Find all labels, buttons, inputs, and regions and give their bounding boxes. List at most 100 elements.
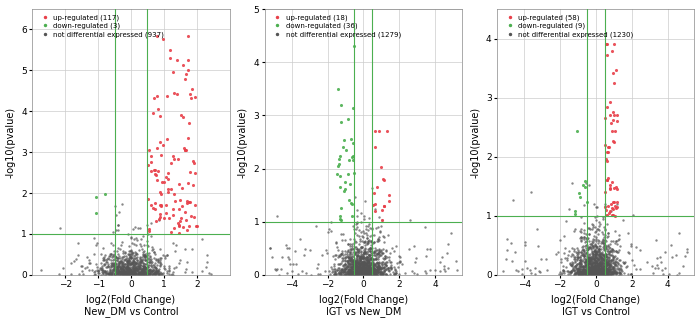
Point bbox=[122, 271, 134, 276]
Point bbox=[360, 272, 372, 277]
Point bbox=[114, 272, 125, 277]
Point bbox=[349, 251, 360, 256]
Point bbox=[605, 271, 616, 276]
Point bbox=[355, 248, 366, 253]
Point bbox=[351, 271, 363, 276]
Point bbox=[183, 33, 194, 38]
Point bbox=[106, 255, 117, 260]
Point bbox=[575, 253, 587, 258]
Point bbox=[356, 253, 368, 258]
Point bbox=[343, 271, 354, 276]
Point bbox=[586, 270, 597, 275]
Point bbox=[578, 270, 589, 276]
Point bbox=[139, 269, 150, 274]
Point bbox=[361, 249, 372, 255]
Point bbox=[587, 240, 598, 245]
Point bbox=[166, 271, 177, 276]
Point bbox=[370, 253, 381, 258]
Point bbox=[612, 249, 624, 255]
Point bbox=[126, 268, 137, 274]
Point bbox=[344, 250, 356, 255]
Point bbox=[623, 249, 634, 255]
Point bbox=[529, 272, 540, 277]
Point bbox=[118, 269, 129, 274]
Point bbox=[363, 216, 374, 221]
Point bbox=[146, 202, 157, 207]
Point bbox=[587, 256, 598, 261]
Point bbox=[367, 270, 378, 275]
Point bbox=[614, 236, 625, 241]
Point bbox=[139, 268, 150, 273]
Point bbox=[552, 250, 564, 255]
Point bbox=[595, 263, 606, 268]
Point bbox=[150, 271, 161, 276]
Point bbox=[363, 247, 374, 252]
Point bbox=[111, 264, 122, 269]
Point bbox=[106, 261, 118, 266]
Point bbox=[120, 258, 131, 263]
Point bbox=[139, 255, 150, 260]
Point bbox=[360, 269, 371, 274]
Point bbox=[304, 247, 316, 253]
Point bbox=[589, 264, 601, 269]
Point bbox=[376, 271, 387, 276]
Point bbox=[559, 246, 570, 251]
Point bbox=[379, 268, 390, 274]
Point bbox=[591, 267, 602, 272]
Point bbox=[148, 110, 159, 115]
Point bbox=[135, 271, 146, 276]
Point bbox=[595, 270, 606, 275]
Point bbox=[139, 262, 150, 267]
Point bbox=[605, 208, 616, 213]
Point bbox=[354, 259, 365, 264]
Point bbox=[136, 270, 148, 276]
Point bbox=[142, 269, 153, 274]
Point bbox=[592, 269, 603, 275]
Point bbox=[374, 272, 386, 277]
Point bbox=[344, 251, 356, 256]
Point bbox=[589, 268, 600, 273]
Point bbox=[355, 264, 366, 269]
Point bbox=[113, 253, 125, 258]
Point bbox=[115, 271, 126, 276]
Point bbox=[158, 179, 169, 184]
Point bbox=[379, 269, 390, 274]
Point bbox=[575, 263, 586, 268]
Point bbox=[400, 270, 411, 275]
Point bbox=[579, 267, 590, 272]
Point bbox=[155, 202, 166, 207]
Point bbox=[345, 247, 356, 252]
Point bbox=[594, 272, 606, 277]
Point bbox=[597, 240, 608, 245]
Point bbox=[603, 259, 614, 264]
Point bbox=[345, 264, 356, 269]
Point bbox=[610, 269, 622, 275]
Point bbox=[612, 202, 623, 207]
Point bbox=[612, 241, 623, 246]
Point bbox=[590, 236, 601, 241]
Point bbox=[113, 269, 124, 275]
Point bbox=[183, 121, 195, 126]
Point bbox=[107, 268, 118, 273]
Point bbox=[521, 265, 532, 270]
Point bbox=[366, 261, 377, 266]
Point bbox=[598, 241, 610, 246]
Point bbox=[130, 267, 141, 273]
Point bbox=[332, 248, 344, 253]
Point bbox=[362, 238, 373, 244]
Point bbox=[588, 270, 599, 276]
Point bbox=[363, 260, 374, 265]
Point bbox=[131, 265, 142, 270]
Point bbox=[106, 265, 117, 270]
Point bbox=[127, 252, 138, 257]
Point bbox=[344, 266, 356, 271]
Point bbox=[578, 270, 589, 275]
Point bbox=[146, 220, 157, 225]
Point bbox=[97, 269, 108, 275]
Point bbox=[186, 269, 197, 275]
Point bbox=[585, 269, 596, 274]
Point bbox=[103, 271, 114, 276]
Point bbox=[125, 262, 136, 267]
Point bbox=[169, 192, 180, 197]
Point bbox=[569, 263, 580, 268]
